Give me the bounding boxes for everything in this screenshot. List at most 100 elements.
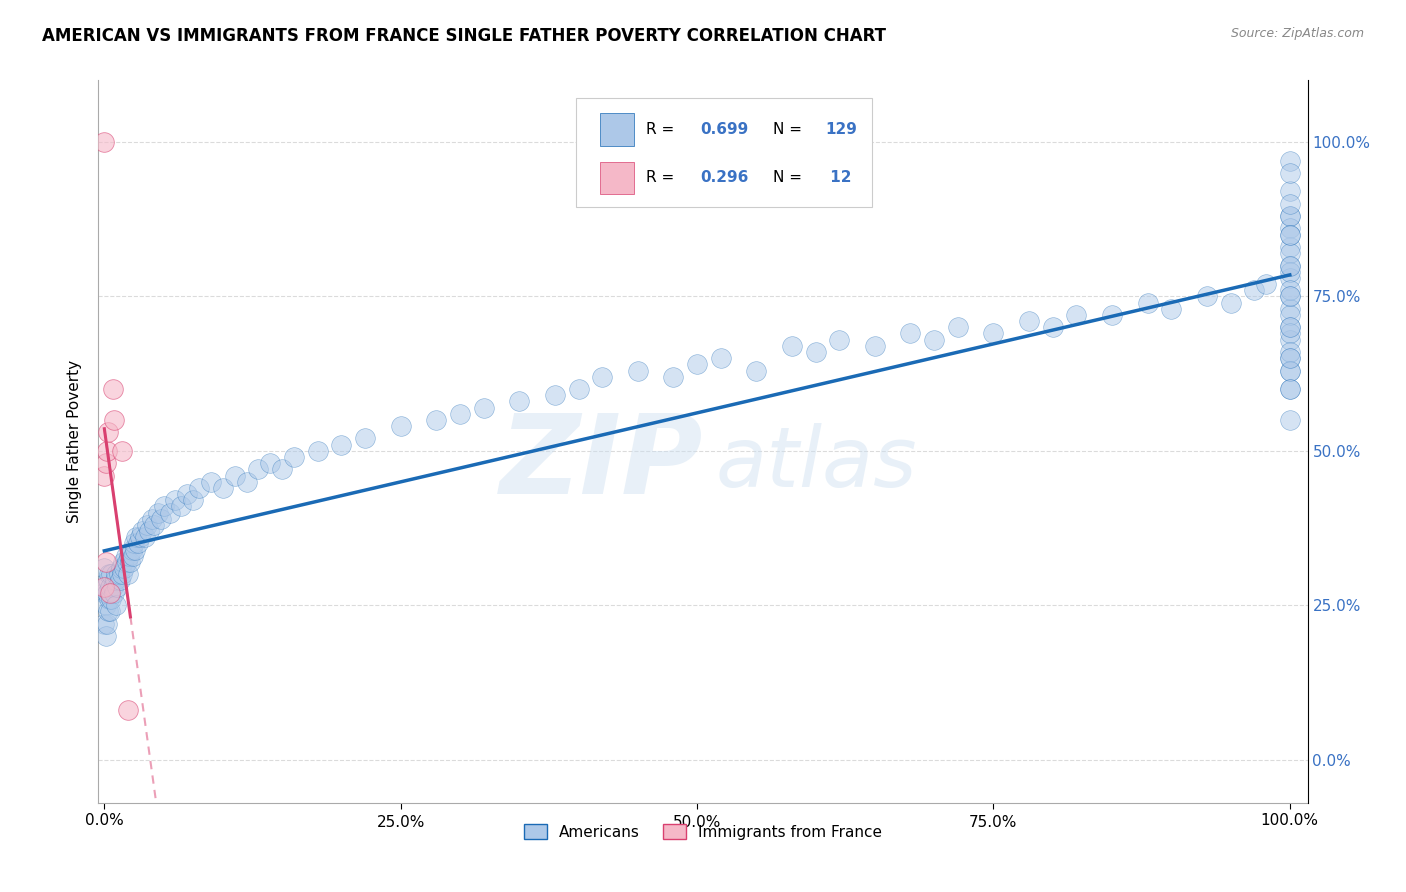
- Point: [165, 493, 187, 508]
- Point: [117, 567, 139, 582]
- Point: [107, 567, 129, 582]
- Point: [330, 437, 353, 451]
- Text: 50.0%: 50.0%: [673, 815, 721, 830]
- Point: [449, 407, 471, 421]
- Point: [94, 555, 117, 569]
- Point: [1066, 308, 1088, 322]
- Point: [1278, 413, 1301, 427]
- Point: [131, 524, 153, 538]
- Point: [425, 413, 447, 427]
- Point: [389, 419, 412, 434]
- Point: [114, 561, 136, 575]
- Point: [828, 333, 851, 347]
- Point: [96, 616, 118, 631]
- Point: [1243, 283, 1265, 297]
- Point: [544, 388, 567, 402]
- Point: [1101, 308, 1123, 322]
- Point: [662, 369, 685, 384]
- Point: [98, 567, 121, 582]
- Point: [1278, 271, 1301, 285]
- Point: [121, 549, 143, 563]
- Point: [117, 703, 139, 717]
- Text: R =: R =: [647, 122, 679, 136]
- Point: [134, 530, 156, 544]
- Point: [188, 481, 211, 495]
- Point: [93, 561, 115, 575]
- Point: [98, 580, 121, 594]
- Point: [307, 443, 329, 458]
- Point: [1278, 382, 1301, 396]
- Point: [1278, 333, 1301, 347]
- Point: [1278, 326, 1301, 341]
- Point: [101, 382, 124, 396]
- Point: [1160, 301, 1182, 316]
- Point: [122, 536, 145, 550]
- Point: [283, 450, 305, 464]
- Point: [181, 493, 204, 508]
- Point: [1219, 295, 1241, 310]
- FancyBboxPatch shape: [600, 113, 634, 145]
- Text: N =: N =: [773, 122, 807, 136]
- Point: [567, 382, 589, 396]
- Point: [98, 592, 121, 607]
- Point: [97, 574, 120, 588]
- Point: [946, 320, 969, 334]
- FancyBboxPatch shape: [600, 161, 634, 194]
- Point: [1278, 289, 1301, 303]
- Point: [780, 339, 803, 353]
- Point: [1278, 209, 1301, 223]
- Point: [1278, 227, 1301, 242]
- Point: [1278, 259, 1301, 273]
- Y-axis label: Single Father Poverty: Single Father Poverty: [67, 360, 83, 523]
- Text: 75.0%: 75.0%: [969, 815, 1018, 830]
- Text: atlas: atlas: [716, 423, 917, 504]
- Point: [138, 524, 160, 538]
- Point: [1136, 295, 1159, 310]
- Point: [93, 135, 115, 149]
- Point: [100, 592, 122, 607]
- Point: [94, 456, 117, 470]
- Point: [1278, 153, 1301, 168]
- Point: [1278, 240, 1301, 254]
- Point: [354, 432, 377, 446]
- Point: [686, 357, 709, 371]
- Point: [108, 574, 131, 588]
- Point: [212, 481, 235, 495]
- Point: [143, 517, 166, 532]
- Point: [98, 604, 121, 618]
- Point: [1195, 289, 1218, 303]
- Point: [136, 517, 159, 532]
- Text: 25.0%: 25.0%: [377, 815, 425, 830]
- Point: [110, 561, 132, 575]
- Text: 0.296: 0.296: [700, 170, 749, 186]
- Point: [96, 586, 118, 600]
- Point: [1278, 246, 1301, 260]
- Point: [271, 462, 294, 476]
- Point: [105, 580, 128, 594]
- FancyBboxPatch shape: [576, 98, 872, 207]
- Point: [159, 506, 181, 520]
- Point: [1278, 289, 1301, 303]
- Point: [127, 536, 149, 550]
- Point: [200, 475, 222, 489]
- Point: [101, 580, 124, 594]
- Point: [105, 567, 128, 582]
- Point: [129, 530, 152, 544]
- Point: [118, 549, 141, 563]
- Point: [1278, 301, 1301, 316]
- Point: [627, 363, 650, 377]
- Point: [96, 443, 118, 458]
- Point: [111, 567, 134, 582]
- Point: [94, 598, 117, 612]
- Point: [114, 549, 136, 563]
- Point: [112, 555, 135, 569]
- Text: 129: 129: [825, 122, 858, 136]
- Point: [141, 512, 163, 526]
- Point: [1278, 221, 1301, 235]
- Point: [983, 326, 1005, 341]
- Point: [1278, 259, 1301, 273]
- Point: [1278, 320, 1301, 334]
- Point: [1278, 308, 1301, 322]
- Point: [1018, 314, 1040, 328]
- Point: [93, 616, 115, 631]
